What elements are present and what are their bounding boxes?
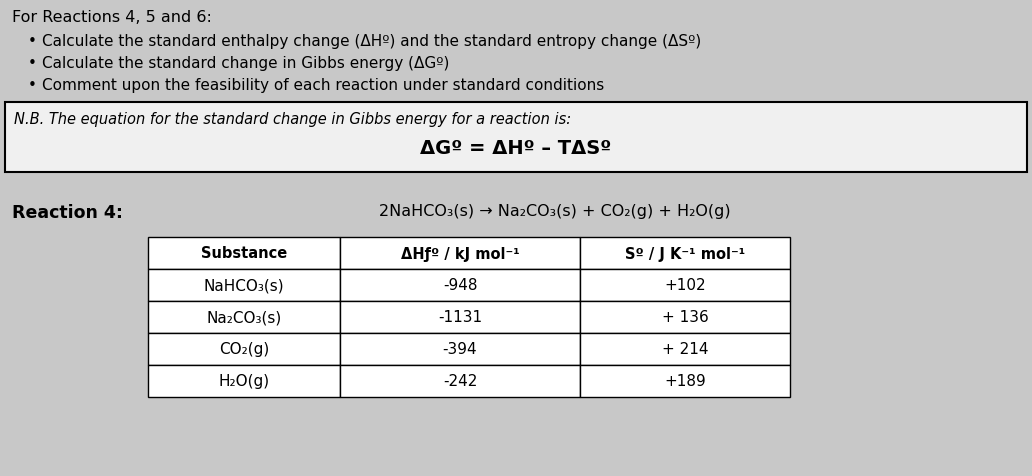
Text: + 214: + 214 <box>662 342 708 357</box>
Text: -394: -394 <box>443 342 478 357</box>
Text: Substance: Substance <box>201 246 287 261</box>
Text: ΔGº = ΔHº – TΔSº: ΔGº = ΔHº – TΔSº <box>420 139 612 158</box>
Text: •: • <box>28 56 37 71</box>
Text: Reaction 4:: Reaction 4: <box>12 204 123 221</box>
Bar <box>580 269 791 301</box>
Bar <box>580 333 791 365</box>
Text: -242: -242 <box>443 374 477 389</box>
Bar <box>340 333 580 365</box>
Text: Na₂CO₃(s): Na₂CO₃(s) <box>206 310 282 325</box>
Text: CO₂(g): CO₂(g) <box>219 342 269 357</box>
Text: For Reactions 4, 5 and 6:: For Reactions 4, 5 and 6: <box>12 10 212 25</box>
Text: Comment upon the feasibility of each reaction under standard conditions: Comment upon the feasibility of each rea… <box>42 78 605 93</box>
Text: ΔHƒº / kJ mol⁻¹: ΔHƒº / kJ mol⁻¹ <box>400 246 519 261</box>
Text: •: • <box>28 34 37 49</box>
Bar <box>580 301 791 333</box>
Text: 2NaHCO₃(s) → Na₂CO₃(s) + CO₂(g) + H₂O(g): 2NaHCO₃(s) → Na₂CO₃(s) + CO₂(g) + H₂O(g) <box>379 204 731 218</box>
Text: -1131: -1131 <box>438 310 482 325</box>
Bar <box>148 301 340 333</box>
Text: N.B. The equation for the standard change in Gibbs energy for a reaction is:: N.B. The equation for the standard chang… <box>14 112 571 127</box>
Text: Sº / J K⁻¹ mol⁻¹: Sº / J K⁻¹ mol⁻¹ <box>624 246 745 261</box>
Text: + 136: + 136 <box>662 310 708 325</box>
Text: •: • <box>28 78 37 93</box>
Bar <box>580 238 791 269</box>
Bar <box>580 365 791 397</box>
Text: Calculate the standard enthalpy change (ΔHº) and the standard entropy change (ΔS: Calculate the standard enthalpy change (… <box>42 34 702 49</box>
Bar <box>148 269 340 301</box>
Bar <box>148 365 340 397</box>
Bar <box>148 238 340 269</box>
Text: H₂O(g): H₂O(g) <box>219 374 269 389</box>
Bar <box>148 333 340 365</box>
Text: +189: +189 <box>665 374 706 389</box>
Bar <box>340 301 580 333</box>
Text: Calculate the standard change in Gibbs energy (ΔGº): Calculate the standard change in Gibbs e… <box>42 56 449 71</box>
Text: +102: +102 <box>665 278 706 293</box>
Text: -948: -948 <box>443 278 477 293</box>
Text: NaHCO₃(s): NaHCO₃(s) <box>203 278 284 293</box>
Bar <box>5 103 1027 173</box>
Bar <box>340 365 580 397</box>
Bar <box>340 238 580 269</box>
Bar <box>340 269 580 301</box>
